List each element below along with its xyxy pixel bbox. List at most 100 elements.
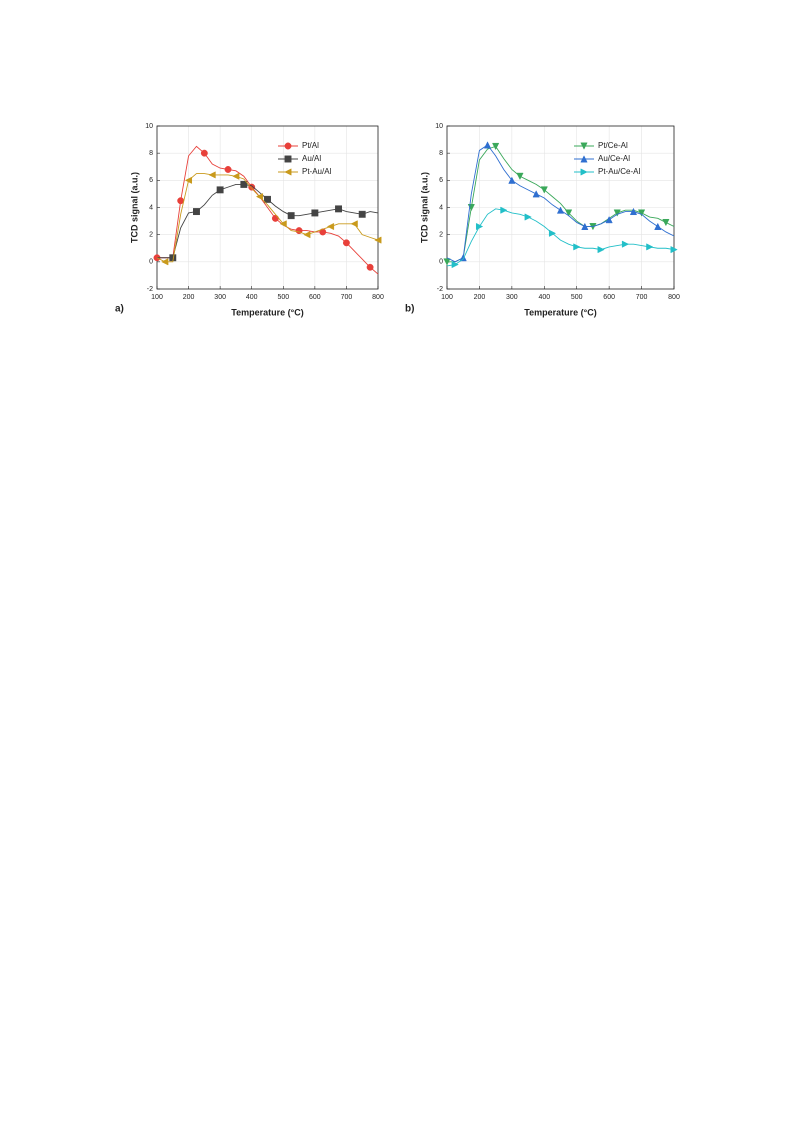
marker: [161, 258, 169, 266]
marker: [646, 243, 654, 251]
x-tick-label: 800: [668, 294, 680, 301]
x-tick-label: 200: [474, 294, 486, 301]
x-tick-label: 700: [341, 294, 353, 301]
marker: [366, 263, 374, 271]
x-tick-label: 300: [506, 294, 518, 301]
marker: [224, 166, 232, 173]
x-tick-label: 300: [214, 294, 226, 301]
marker: [216, 186, 224, 194]
marker: [208, 171, 216, 179]
marker: [350, 220, 358, 228]
y-tick-label: -2: [437, 286, 443, 293]
marker: [287, 212, 295, 220]
marker: [654, 222, 662, 230]
x-tick-label: 400: [538, 294, 550, 301]
marker: [524, 213, 532, 221]
y-tick-label: 0: [149, 259, 153, 266]
marker: [184, 176, 193, 184]
marker: [279, 220, 287, 228]
marker: [358, 210, 366, 218]
legend-marker: [284, 142, 292, 150]
marker: [613, 209, 621, 217]
series-line: [447, 145, 675, 263]
marker: [459, 253, 467, 262]
marker: [200, 149, 208, 157]
legend-label: Pt-Au/Ce-Al: [598, 167, 640, 176]
marker: [621, 240, 630, 248]
y-tick-label: 2: [439, 232, 443, 239]
marker: [443, 258, 451, 266]
legend-label: Pt/Ce-Al: [598, 141, 628, 150]
legend-marker: [580, 168, 588, 176]
marker: [240, 180, 248, 188]
y-tick-label: 6: [149, 177, 153, 184]
marker: [516, 172, 524, 181]
marker: [532, 190, 540, 198]
marker: [483, 141, 492, 149]
marker: [311, 209, 319, 217]
y-tick-label: 4: [149, 204, 153, 211]
marker: [597, 246, 605, 254]
marker: [508, 176, 516, 184]
x-tick-label: 100: [441, 294, 453, 301]
y-tick-label: 8: [439, 150, 443, 157]
marker: [255, 193, 264, 201]
x-tick-label: 100: [151, 294, 163, 301]
marker: [556, 206, 565, 214]
x-tick-label: 500: [571, 294, 583, 301]
x-axis-title: Temperature (°C): [524, 307, 596, 317]
series-line: [157, 145, 379, 275]
y-tick-label: 2: [149, 232, 153, 239]
x-tick-label: 600: [309, 294, 321, 301]
marker: [264, 195, 271, 203]
legend-marker: [580, 142, 588, 150]
marker: [629, 207, 638, 216]
panel-label: b): [405, 304, 414, 315]
series-line: [446, 208, 675, 267]
y-tick-label: -2: [147, 286, 153, 293]
marker: [271, 214, 279, 222]
marker: [374, 236, 382, 244]
y-tick-label: 10: [145, 123, 153, 130]
marker: [548, 229, 557, 237]
y-tick-label: 10: [435, 123, 443, 130]
legend-marker: [284, 155, 292, 163]
y-axis-title: TCD signal (a.u.): [129, 172, 139, 243]
marker: [492, 142, 500, 151]
legend-marker: [284, 168, 292, 176]
marker: [565, 209, 573, 217]
marker: [342, 239, 350, 247]
marker: [540, 186, 548, 194]
marker: [335, 205, 342, 213]
x-tick-label: 700: [636, 294, 648, 301]
marker: [581, 222, 589, 230]
x-tick-label: 200: [183, 294, 195, 301]
y-axis-title: TCD signal (a.u.): [419, 172, 429, 243]
marker: [475, 222, 484, 231]
marker: [326, 222, 335, 231]
y-tick-label: 8: [149, 150, 153, 157]
marker: [573, 243, 581, 251]
marker: [303, 231, 311, 239]
marker: [605, 215, 613, 224]
marker: [232, 172, 240, 180]
y-tick-label: 4: [439, 204, 443, 211]
x-tick-label: 500: [277, 294, 289, 301]
plot-frame: [446, 125, 675, 290]
x-tick-label: 800: [372, 294, 384, 301]
y-tick-label: 6: [439, 177, 443, 184]
x-axis-title: Temperature (°C): [231, 307, 303, 317]
series-line: [157, 183, 379, 259]
y-tick-label: 0: [439, 259, 443, 266]
legend-label: Au/Al: [302, 154, 321, 163]
marker: [500, 206, 508, 214]
x-tick-label: 600: [603, 294, 615, 301]
legend-label: Pt/Al: [302, 141, 319, 150]
marker: [319, 228, 327, 236]
marker: [662, 218, 670, 227]
x-tick-label: 400: [246, 294, 258, 301]
marker: [670, 246, 678, 254]
plot-frame: [156, 125, 379, 290]
marker: [637, 209, 646, 217]
